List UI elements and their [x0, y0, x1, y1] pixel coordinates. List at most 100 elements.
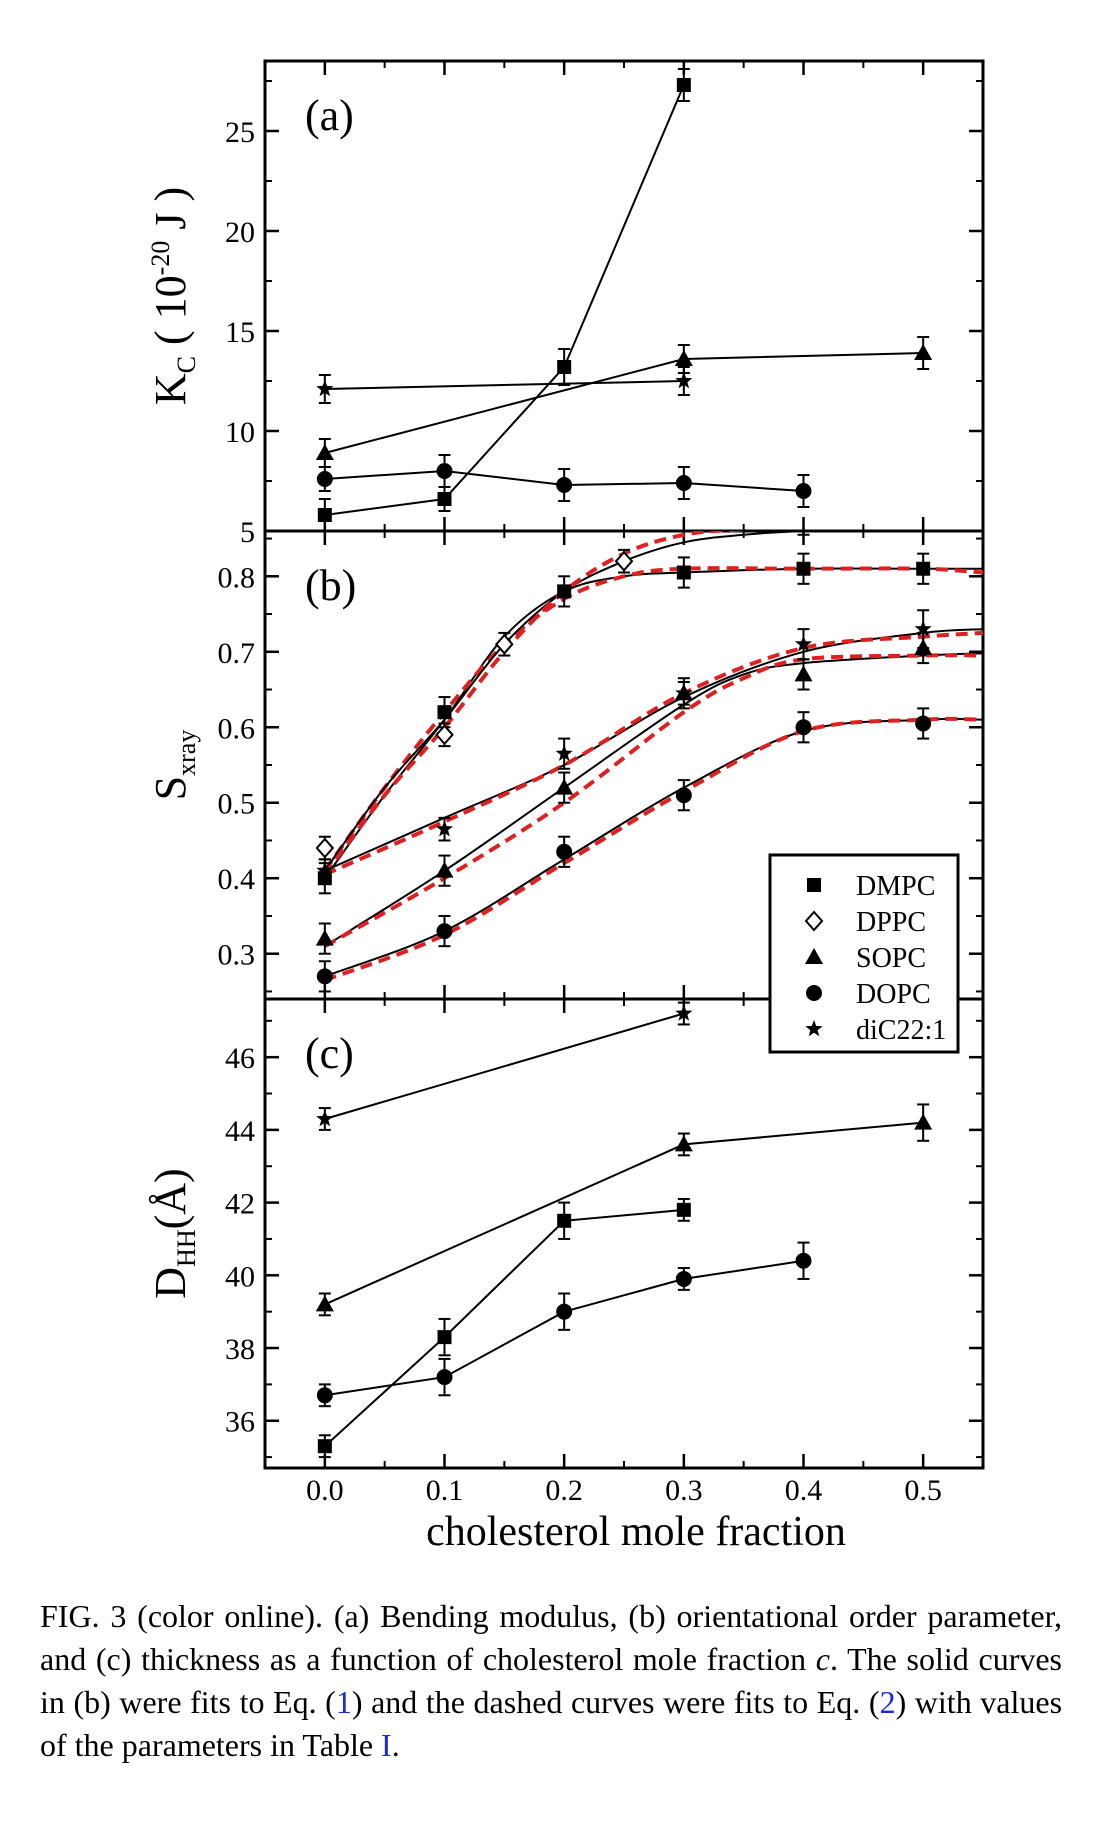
- panel-a-point-dopc: [795, 483, 812, 499]
- panel-a-point-sopc: [914, 344, 933, 360]
- caption-ref-eq1[interactable]: 1: [335, 1684, 352, 1720]
- panel-b-point-sopc: [315, 929, 334, 946]
- panel-a-ylabel: KC ( 10-20 J ): [146, 187, 201, 405]
- panel-b-point-sopc: [435, 861, 454, 878]
- legend-label: DOPC: [856, 979, 931, 1010]
- panel-c: 36 38 40 42 44 46 0.0 0.1 0.2 0.3 0.4 0.5 (c) DHH(Å): [146, 997, 985, 1507]
- panel-a-ytick-label: 15: [225, 316, 255, 349]
- panel-b-point-dmpc: [796, 561, 811, 576]
- legend-marker-dmpc: [807, 878, 821, 892]
- panel-b-ytick-label: 0.3: [218, 939, 256, 972]
- panel-b-point-dic221: [435, 820, 454, 837]
- panel-c-ytick-label: 42: [225, 1188, 255, 1221]
- panel-a: 5 10 15 20 25 (a) KC ( 10-20 J ): [146, 59, 985, 549]
- panel-c-frame: [263, 997, 985, 1470]
- legend-item: DPPC: [804, 907, 926, 938]
- caption-ref-eq2[interactable]: 2: [879, 1684, 896, 1720]
- caption-text-4: ) with values of the parameters in Table: [40, 1684, 1063, 1763]
- panel-b-ytick-label: 0.6: [218, 712, 256, 745]
- x-tick-label: 0.0: [306, 1474, 344, 1507]
- panel-a-point-sopc: [315, 444, 334, 460]
- panel-c-point-dic221: [316, 1110, 334, 1127]
- panel-c-point-sopc: [674, 1135, 693, 1152]
- panel-b-label: (b): [305, 561, 356, 610]
- panel-b-fit-solid: [323, 567, 983, 879]
- panel-a-point-dopc: [436, 463, 453, 479]
- panel-c-point-dopc: [556, 1303, 573, 1320]
- panel-a-line-sopc: [324, 352, 924, 454]
- caption-text-1: FIG. 3 (color online). (a) Bending modul…: [40, 1598, 1062, 1677]
- legend-item: DOPC: [806, 979, 931, 1010]
- panel-a-ytick-label: 25: [225, 116, 255, 149]
- panel-c-ytick-label: 38: [225, 1333, 255, 1366]
- legend-label: DMPC: [856, 871, 935, 902]
- panel-c-ytick-label: 44: [225, 1115, 255, 1148]
- legend-label: SOPC: [856, 943, 926, 974]
- x-tick-label: 0.5: [904, 1474, 942, 1507]
- panel-b-point-dic221: [794, 635, 813, 652]
- x-tick-label: 0.4: [785, 1474, 823, 1507]
- legend-item: diC22:1: [805, 1015, 946, 1046]
- caption-text-2: . The solid curves in (b) were fits to E…: [40, 1641, 1063, 1720]
- panel-c-point-dmpc: [437, 1330, 452, 1345]
- panel-a-point-dic221: [675, 372, 693, 389]
- panel-a-frame: [263, 59, 985, 533]
- panel-b-point-dppc: [614, 550, 634, 572]
- panel-a-point-dopc: [316, 471, 333, 487]
- x-tick-label: 0.3: [665, 1474, 703, 1507]
- panel-b-point-dopc: [556, 843, 573, 860]
- panel-a-ytick-label: 20: [225, 216, 255, 249]
- panel-a-point-dmpc: [317, 508, 332, 522]
- panel-c-ylabel: DHH(Å): [146, 1168, 201, 1298]
- caption-ref-table1[interactable]: I: [381, 1727, 392, 1763]
- panel-a-point-dopc: [556, 477, 573, 493]
- figure: 5 10 15 20 25 (a) KC ( 10-20 J ) 0.3 0.4 0.5 0.6 0.…: [146, 59, 985, 1555]
- panel-b-point-dopc: [436, 923, 453, 940]
- panel-c-point-sopc: [315, 1295, 334, 1312]
- panel-c-label: (c): [305, 1029, 354, 1078]
- panel-c-line-dic221: [324, 1012, 685, 1120]
- caption-text-5: .: [391, 1727, 400, 1763]
- legend-label: diC22:1: [856, 1015, 946, 1046]
- panel-a-ytick-label: 5: [240, 516, 255, 549]
- panel-b-point-sopc: [794, 665, 813, 682]
- panel-b-point-dppc: [315, 837, 335, 859]
- legend-marker-dopc: [806, 985, 822, 1001]
- panel-b-fit-dashed: [323, 630, 983, 877]
- panel-b-point-dic221: [316, 861, 334, 878]
- panel-b-point-dopc: [675, 787, 692, 804]
- panel-c-ytick-label: 46: [225, 1042, 255, 1075]
- panel-c-point-dopc: [675, 1270, 692, 1287]
- panel-a-ytick-label: 10: [225, 416, 255, 449]
- panel-b-point-dic221: [914, 620, 932, 637]
- panel-c-point-sopc: [914, 1113, 933, 1130]
- figure-caption: FIG. 3 (color online). (a) Bending modul…: [40, 1595, 1062, 1767]
- legend-marker-sopc: [805, 948, 823, 964]
- panel-a-label: (a): [305, 91, 354, 140]
- caption-text-3: ) and the dashed curves were fits to Eq.…: [351, 1684, 880, 1720]
- panel-b: 0.3 0.4 0.5 0.6 0.7 0.8 (b) Sxray: [146, 529, 985, 1001]
- x-axis-label: cholesterol mole fraction: [426, 1509, 846, 1555]
- legend-marker-dppc: [804, 910, 824, 932]
- panel-b-fit-solid: [323, 531, 830, 872]
- panel-c-point-dic221: [675, 1004, 693, 1021]
- panel-c-point-dmpc: [317, 1439, 332, 1454]
- panel-a-point-dmpc: [557, 360, 572, 374]
- panel-c-point-dopc: [436, 1369, 453, 1386]
- panel-a-line-dmpc: [324, 84, 685, 516]
- panel-b-point-dic221: [555, 744, 573, 761]
- panel-a-point-dopc: [675, 475, 692, 491]
- panel-b-point-dopc: [316, 968, 333, 985]
- legend-label: DPPC: [856, 907, 926, 938]
- panel-c-line-dmpc: [324, 1208, 684, 1447]
- panel-a-point-sopc: [674, 350, 693, 366]
- panel-b-point-dmpc: [916, 561, 931, 576]
- panel-b-point-dic221: [675, 684, 693, 701]
- panel-c-ytick-label: 36: [225, 1406, 255, 1439]
- panel-b-ytick-label: 0.5: [218, 788, 256, 821]
- panel-b-point-sopc: [555, 778, 574, 795]
- legend-item: SOPC: [805, 943, 926, 974]
- panel-c-point-dmpc: [557, 1213, 572, 1228]
- panel-b-point-dmpc: [557, 584, 572, 599]
- panel-b-ylabel: Sxray: [146, 730, 201, 801]
